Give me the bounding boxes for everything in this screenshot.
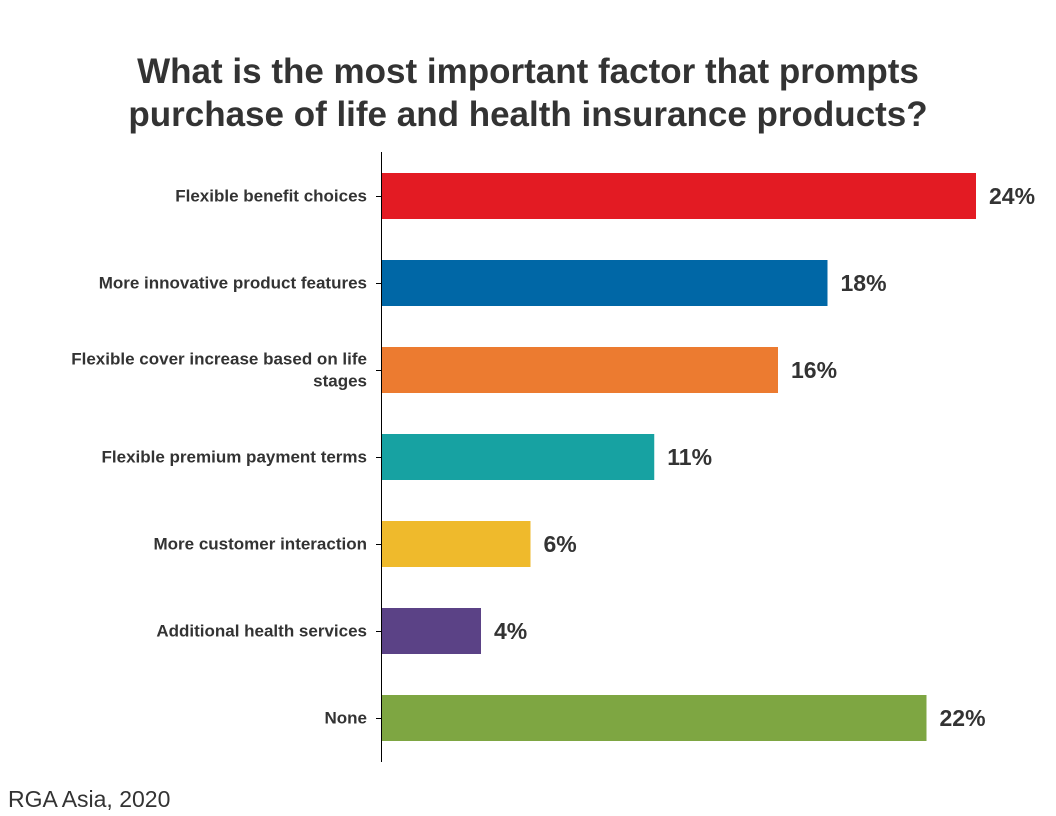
bar-1: [382, 260, 828, 306]
value-label-1: 18%: [841, 270, 887, 296]
chart-title-line-2: purchase of life and health insurance pr…: [128, 95, 928, 134]
category-label-3: Flexible premium payment terms: [102, 448, 367, 467]
value-label-3: 11%: [667, 444, 712, 470]
bar-0: [382, 173, 976, 219]
value-label-6: 22%: [940, 705, 986, 731]
chart-title: What is the most important factor that p…: [0, 50, 1056, 136]
bars-layer: Flexible benefit choices 24% More innovati…: [71, 173, 1035, 741]
value-label-5: 4%: [494, 618, 527, 644]
bar-4: [382, 521, 531, 567]
bar-6: [382, 695, 927, 741]
category-label-5: Additional health services: [156, 622, 367, 641]
category-label-2-line-0: Flexible cover increase based on life: [71, 350, 367, 369]
category-label-1: More innovative product features: [99, 274, 367, 293]
category-label-6: None: [325, 709, 368, 728]
source-note: RGA Asia, 2020: [8, 786, 171, 812]
value-label-2: 16%: [791, 357, 837, 383]
chart-title-line-1: What is the most important factor that p…: [137, 52, 919, 91]
bar-2: [382, 347, 778, 393]
category-label-2-line-1: stages: [313, 372, 367, 391]
bar-5: [382, 608, 481, 654]
value-label-0: 24%: [989, 183, 1035, 209]
category-label-0: Flexible benefit choices: [175, 187, 367, 206]
category-label-4: More customer interaction: [154, 535, 368, 554]
value-label-4: 6%: [544, 531, 577, 557]
bar-3: [382, 434, 655, 480]
